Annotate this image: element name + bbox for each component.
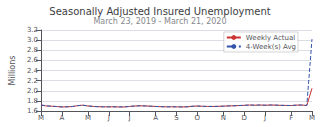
svg-text:M: M [85, 114, 91, 122]
svg-text:2.0: 2.0 [27, 87, 38, 95]
svg-text:J: J [107, 114, 110, 122]
svg-text:Weekly Actual: Weekly Actual [246, 34, 295, 42]
svg-text:4-Week(s) Avg: 4-Week(s) Avg [246, 43, 296, 51]
svg-text:1.6: 1.6 [27, 107, 39, 115]
svg-text:A: A [153, 114, 158, 122]
svg-text:F: F [289, 114, 293, 122]
svg-text:Seasonally Adjusted Insured Un: Seasonally Adjusted Insured Unemployment [49, 6, 270, 17]
svg-text:3.2: 3.2 [27, 26, 38, 34]
svg-text:March 23, 2019 - March 21, 202: March 23, 2019 - March 21, 2020 [93, 17, 226, 26]
svg-text:O: O [195, 114, 201, 122]
svg-text:3.0: 3.0 [27, 36, 38, 44]
svg-text:2.2: 2.2 [27, 77, 38, 85]
svg-text:D: D [242, 114, 247, 122]
svg-text:2.6: 2.6 [27, 56, 39, 64]
svg-text:A: A [59, 114, 64, 122]
svg-text:S: S [174, 114, 179, 122]
svg-text:1.8: 1.8 [27, 97, 38, 105]
svg-text:N: N [221, 114, 226, 122]
svg-text:2.4: 2.4 [27, 67, 39, 75]
svg-text:2.8: 2.8 [27, 46, 38, 54]
svg-text:Millions: Millions [8, 56, 17, 86]
svg-text:J: J [128, 114, 131, 122]
svg-text:M: M [309, 114, 315, 122]
svg-text:J: J [263, 114, 266, 122]
svg-text:M: M [38, 114, 44, 122]
